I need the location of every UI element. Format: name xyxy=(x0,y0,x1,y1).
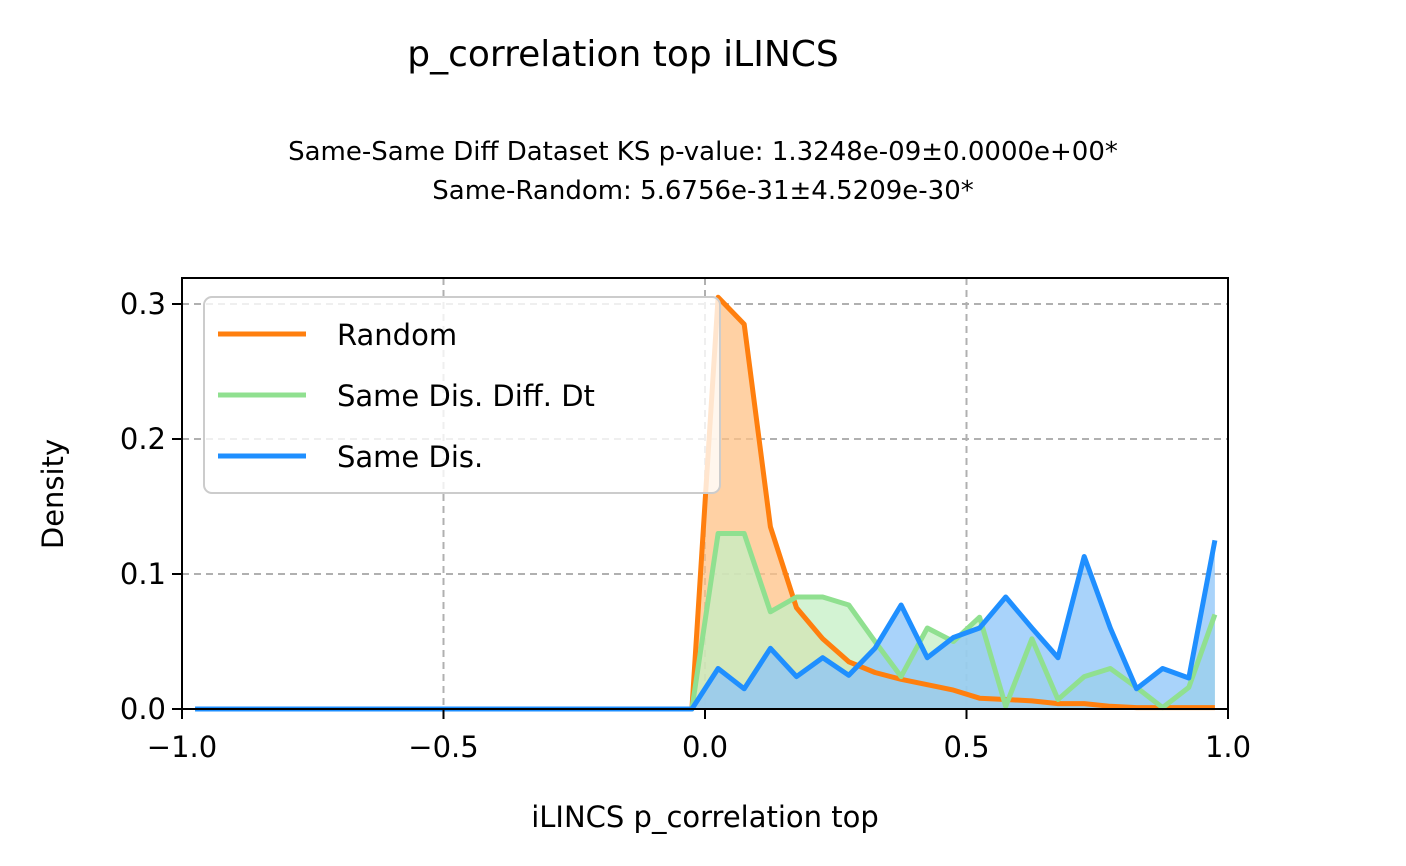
y-tick-label: 0.2 xyxy=(120,422,166,456)
legend-box xyxy=(203,296,721,494)
legend-label-random: Random xyxy=(337,318,457,352)
series-fill-same-dis xyxy=(195,540,1215,709)
x-tick-label: 0.0 xyxy=(682,730,728,764)
chart-subtitle-line-1: Same-Same Diff Dataset KS p-value: 1.324… xyxy=(288,137,1118,167)
y-tick-label: 0.0 xyxy=(120,692,166,726)
x-tick-label: 1.0 xyxy=(1205,730,1251,764)
y-tick-label: 0.3 xyxy=(120,287,166,321)
y-tick-label: 0.1 xyxy=(120,557,166,591)
legend-label-same-dis: Same Dis. xyxy=(337,440,483,474)
y-axis-label: Density xyxy=(36,439,70,549)
legend-label-same-dis-diff-dt: Same Dis. Diff. Dt xyxy=(337,379,595,413)
x-tick-label: −1.0 xyxy=(147,730,217,764)
chart-subtitle-line-2: Same-Random: 5.6756e-31±4.5209e-30* xyxy=(432,176,973,206)
x-axis-ticks: −1.0 −0.5 0.0 0.5 1.0 xyxy=(147,709,1251,764)
x-tick-label: 0.5 xyxy=(943,730,989,764)
y-axis-ticks: 0.0 0.1 0.2 0.3 xyxy=(120,287,182,726)
chart-title: p_correlation top iLINCS xyxy=(407,34,839,75)
legend: Random Same Dis. Diff. Dt Same Dis. xyxy=(203,296,721,494)
x-axis-label: iLINCS p_correlation top xyxy=(531,800,879,834)
x-tick-label: −0.5 xyxy=(408,730,478,764)
